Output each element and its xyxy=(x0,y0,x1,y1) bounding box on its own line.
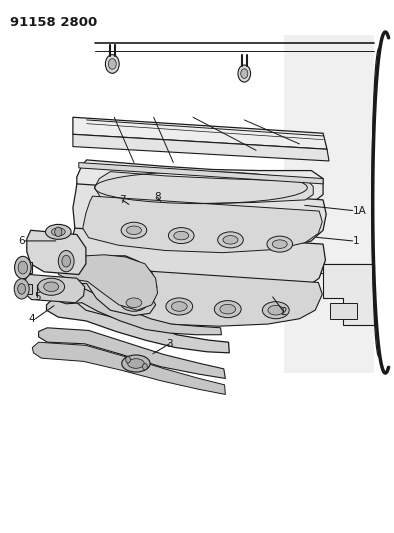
Ellipse shape xyxy=(108,59,116,69)
Polygon shape xyxy=(73,134,329,161)
Ellipse shape xyxy=(18,261,28,274)
Ellipse shape xyxy=(105,55,119,73)
Text: 7: 7 xyxy=(119,195,125,205)
Ellipse shape xyxy=(126,357,130,363)
Polygon shape xyxy=(284,35,374,373)
Polygon shape xyxy=(22,262,32,273)
Ellipse shape xyxy=(223,236,238,244)
Ellipse shape xyxy=(174,231,189,240)
Ellipse shape xyxy=(121,222,147,238)
Polygon shape xyxy=(95,172,313,204)
Ellipse shape xyxy=(38,278,65,295)
Ellipse shape xyxy=(14,279,29,299)
Polygon shape xyxy=(23,284,32,294)
Ellipse shape xyxy=(44,282,59,292)
Ellipse shape xyxy=(18,284,26,294)
Polygon shape xyxy=(58,253,157,305)
Ellipse shape xyxy=(122,355,150,372)
Polygon shape xyxy=(77,160,323,209)
Polygon shape xyxy=(323,264,374,325)
Text: 8: 8 xyxy=(154,192,161,202)
Ellipse shape xyxy=(126,226,141,235)
Ellipse shape xyxy=(55,227,62,237)
Polygon shape xyxy=(330,303,357,319)
Ellipse shape xyxy=(214,301,241,318)
Ellipse shape xyxy=(241,69,248,78)
Ellipse shape xyxy=(171,302,187,311)
Polygon shape xyxy=(58,255,158,310)
Ellipse shape xyxy=(126,298,142,308)
Polygon shape xyxy=(27,230,86,274)
Ellipse shape xyxy=(272,240,287,248)
Ellipse shape xyxy=(238,65,251,82)
Text: 5: 5 xyxy=(34,293,41,302)
Polygon shape xyxy=(79,163,323,184)
Polygon shape xyxy=(72,261,156,316)
Polygon shape xyxy=(46,300,229,353)
Polygon shape xyxy=(73,184,326,253)
Text: 3: 3 xyxy=(166,339,173,349)
Ellipse shape xyxy=(62,255,71,267)
Ellipse shape xyxy=(217,232,243,248)
Polygon shape xyxy=(73,117,327,149)
Text: 6: 6 xyxy=(18,236,24,246)
Polygon shape xyxy=(24,274,85,303)
Ellipse shape xyxy=(262,302,289,319)
Polygon shape xyxy=(32,342,225,394)
Ellipse shape xyxy=(143,364,147,370)
Polygon shape xyxy=(39,328,225,378)
Ellipse shape xyxy=(51,228,65,236)
Ellipse shape xyxy=(128,359,144,368)
Ellipse shape xyxy=(267,236,292,252)
Text: 4: 4 xyxy=(29,314,35,324)
Polygon shape xyxy=(58,289,221,335)
Ellipse shape xyxy=(58,251,74,272)
Ellipse shape xyxy=(220,304,236,314)
Ellipse shape xyxy=(45,224,71,239)
Ellipse shape xyxy=(166,298,193,315)
Ellipse shape xyxy=(121,294,147,311)
Text: 1: 1 xyxy=(353,236,359,246)
Ellipse shape xyxy=(169,228,194,244)
Text: 91158 2800: 91158 2800 xyxy=(10,16,97,29)
Polygon shape xyxy=(72,228,325,297)
Text: 1A: 1A xyxy=(353,206,366,215)
Polygon shape xyxy=(70,266,322,326)
Text: 2: 2 xyxy=(281,307,287,317)
Polygon shape xyxy=(83,196,322,253)
Ellipse shape xyxy=(268,305,284,315)
Ellipse shape xyxy=(15,256,31,279)
